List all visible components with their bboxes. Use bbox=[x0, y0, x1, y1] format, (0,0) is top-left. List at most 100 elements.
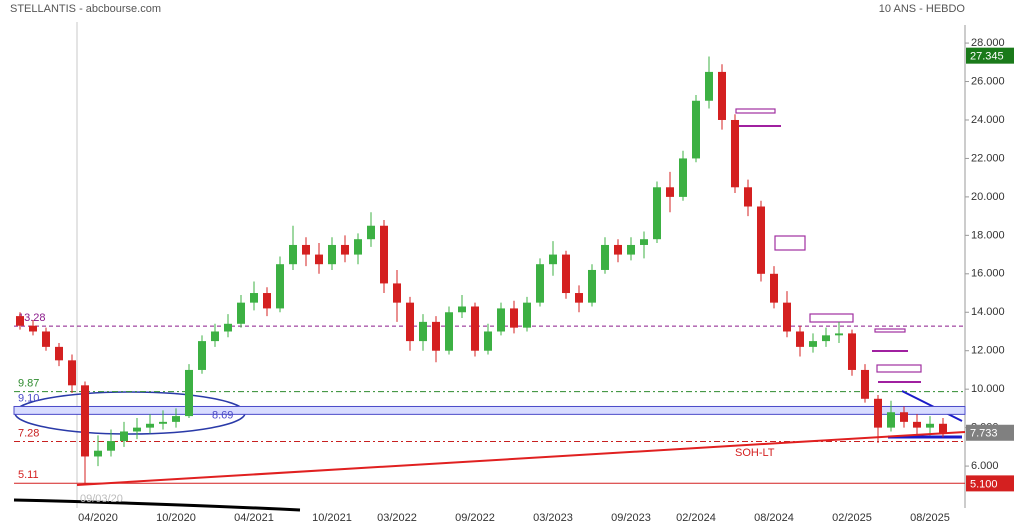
candle-body bbox=[783, 302, 791, 332]
candle-body bbox=[120, 431, 128, 442]
candle-body bbox=[94, 450, 102, 457]
y-tick-label: 10.000 bbox=[971, 383, 1005, 395]
candle-body bbox=[692, 100, 700, 159]
candle-body bbox=[523, 302, 531, 328]
price-badge-label: 27.345 bbox=[970, 51, 1004, 63]
candle-body bbox=[549, 254, 557, 265]
zone bbox=[735, 108, 776, 114]
candle-body bbox=[393, 283, 401, 303]
x-tick-label: 04/2021 bbox=[234, 512, 274, 524]
x-tick-label: 09/2023 bbox=[611, 512, 651, 524]
candle-body bbox=[42, 331, 50, 347]
y-tick-label: 18.000 bbox=[971, 229, 1005, 241]
x-tick-label: 10/2021 bbox=[312, 512, 352, 524]
zone bbox=[876, 364, 922, 373]
x-tick-label: 09/2022 bbox=[455, 512, 495, 524]
candle-body bbox=[29, 325, 37, 332]
lines bbox=[736, 125, 921, 383]
candle-body bbox=[484, 331, 492, 351]
candle-body bbox=[172, 416, 180, 422]
zones bbox=[735, 108, 922, 373]
candle-body bbox=[731, 119, 739, 188]
zone bbox=[774, 235, 806, 251]
candle-body bbox=[55, 346, 63, 361]
trendline bbox=[76, 431, 966, 486]
candle-body bbox=[887, 412, 895, 428]
candle-body bbox=[81, 385, 89, 457]
price-badge-label: 7.733 bbox=[970, 428, 998, 440]
y-tick-label: 12.000 bbox=[971, 345, 1005, 357]
candle-body bbox=[406, 302, 414, 342]
level-label: 7.28 bbox=[18, 427, 39, 439]
candle-body bbox=[835, 333, 843, 336]
candle-body bbox=[237, 302, 245, 324]
candle-body bbox=[224, 323, 232, 332]
candle-body bbox=[588, 269, 596, 303]
candle-body bbox=[770, 273, 778, 303]
candle-body bbox=[419, 321, 427, 342]
x-tick-label: 02/2024 bbox=[676, 512, 716, 524]
candle-body bbox=[107, 441, 115, 451]
candle-body bbox=[185, 369, 193, 417]
trendline-label: SOH-LT bbox=[735, 447, 775, 459]
price-badge-label: 5.100 bbox=[970, 478, 998, 490]
candle-body bbox=[341, 244, 349, 255]
candle-body bbox=[263, 293, 271, 309]
level-label: 13.28 bbox=[18, 312, 46, 324]
y-tick-label: 6.000 bbox=[971, 460, 999, 472]
candle-body bbox=[445, 312, 453, 351]
candle-body bbox=[458, 306, 466, 313]
candle-body bbox=[796, 331, 804, 347]
candle-body bbox=[809, 341, 817, 347]
candle-body bbox=[939, 423, 947, 433]
x-tick-label: 08/2024 bbox=[754, 512, 794, 524]
candle-body bbox=[913, 421, 921, 428]
candle-body bbox=[822, 335, 830, 342]
candle-body bbox=[380, 225, 388, 284]
candle-body bbox=[354, 239, 362, 255]
candle-body bbox=[627, 244, 635, 255]
y-tick-label: 28.000 bbox=[971, 37, 1005, 49]
x-tick-label: 03/2023 bbox=[533, 512, 573, 524]
chart-subtitle: 10 ANS - HEBDO bbox=[879, 3, 966, 15]
price-badge bbox=[966, 424, 1014, 441]
candle-body bbox=[679, 158, 687, 197]
zone bbox=[874, 328, 906, 333]
date-label: 09/03/20 bbox=[80, 493, 123, 505]
candle-body bbox=[653, 187, 661, 240]
curve bbox=[13, 498, 301, 512]
candle-body bbox=[705, 71, 713, 101]
level-label: 5.11 bbox=[18, 469, 39, 481]
y-tick-label: 14.000 bbox=[971, 306, 1005, 318]
candle-body bbox=[146, 423, 154, 428]
candle-body bbox=[133, 427, 141, 432]
price-badge bbox=[966, 47, 1014, 64]
candle-body bbox=[510, 308, 518, 328]
candle-body bbox=[666, 187, 674, 197]
candle-body bbox=[432, 321, 440, 351]
y-tick-label: 20.000 bbox=[971, 191, 1005, 203]
candle-body bbox=[601, 244, 609, 270]
candle-body bbox=[198, 341, 206, 370]
level-label: 9.10 bbox=[18, 392, 39, 404]
candle-body bbox=[367, 225, 375, 240]
candle-body bbox=[614, 244, 622, 255]
candle-body bbox=[315, 254, 323, 265]
candle-body bbox=[471, 306, 479, 351]
zone bbox=[809, 313, 854, 323]
y-tick-label: 26.000 bbox=[971, 75, 1005, 87]
candle-body bbox=[926, 423, 934, 428]
candle-body bbox=[211, 331, 219, 342]
candle-body bbox=[159, 421, 167, 424]
candle-body bbox=[302, 244, 310, 255]
candle-body bbox=[640, 239, 648, 245]
candle-body bbox=[848, 333, 856, 370]
price-badge bbox=[966, 475, 1014, 492]
candle-body bbox=[562, 254, 570, 294]
x-tick-label: 03/2022 bbox=[377, 512, 417, 524]
x-tick-label: 02/2025 bbox=[832, 512, 872, 524]
candle-body bbox=[16, 316, 24, 326]
x-tick-label: 10/2020 bbox=[156, 512, 196, 524]
candle-body bbox=[250, 293, 258, 303]
